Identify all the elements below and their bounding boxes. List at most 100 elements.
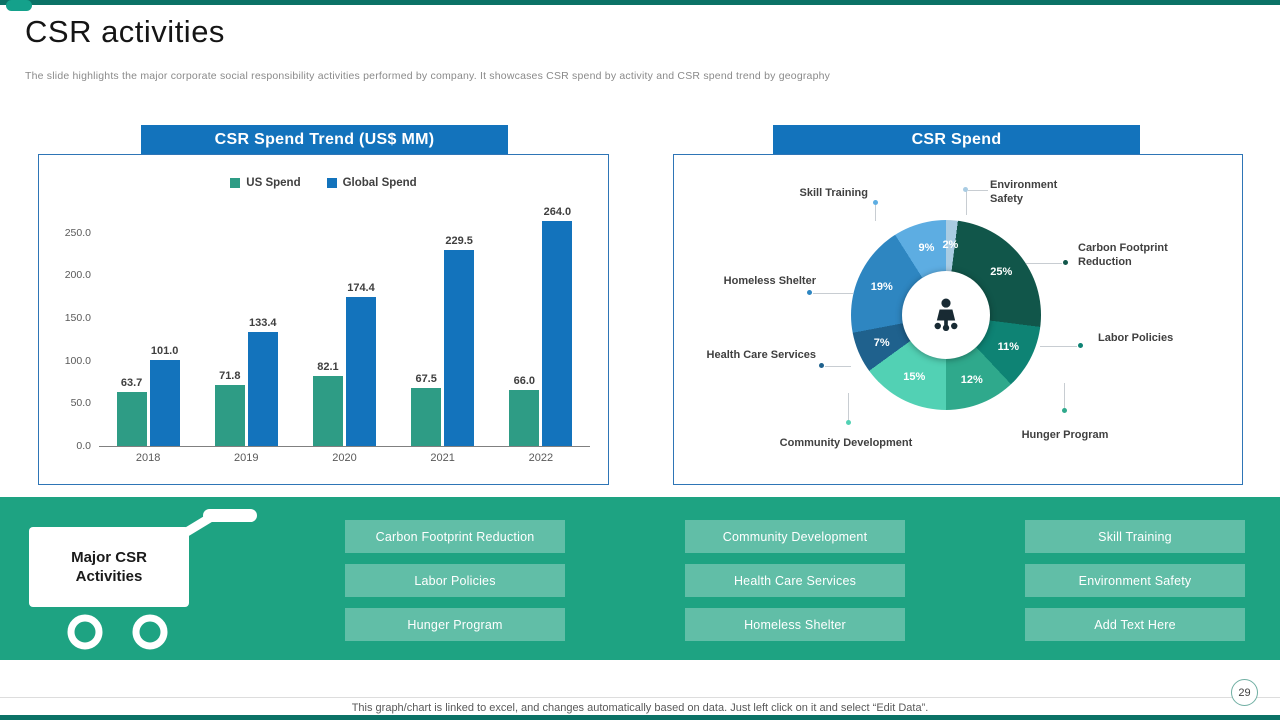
bar-value-label: 174.4 [347,282,375,295]
bar-chart-plot: 0.0 50.0 100.0 150.0 200.0 250.0 63.7 101.0 201… [65,206,590,464]
bar-chart-title-banner: CSR Spend Trend (US$ MM) [141,125,508,154]
activity-button-skill-training[interactable]: Skill Training [1025,520,1245,553]
x-axis-label: 2020 [332,452,357,464]
leader-line [825,366,851,367]
legend-item: US Spend [230,177,301,189]
csr-activity-column-3: Skill Training Environment Safety Add Te… [1025,520,1245,641]
leader-line [875,205,876,221]
donut-callout-hunger-program: Hunger Program [1021,429,1109,441]
major-csr-activities-band: Major CSR Activities Carbon Footprint Re… [0,497,1280,660]
leader-dot [1063,260,1068,265]
activity-button-environment-safety[interactable]: Environment Safety [1025,564,1245,597]
accent-pill [6,0,32,11]
y-tick-label: 250.0 [64,226,91,239]
donut-percentage-label: 19% [870,281,893,294]
activity-button-labor-policies[interactable]: Labor Policies [345,564,565,597]
bar-chart-panel[interactable]: US Spend Global Spend 0.0 50.0 100.0 150.0 20… [38,154,609,485]
y-tick-label: 50.0 [70,397,91,410]
donut-percentage-label: 25% [990,266,1013,279]
donut-callout-skill-training: Skill Training [799,187,868,199]
legend-swatch [230,178,241,188]
bar-group: 71.8 133.4 2019 [214,317,278,464]
shopping-cart-icon [29,509,257,650]
activity-button-health-care-services[interactable]: Health Care Services [685,564,905,597]
bar-global-spend[interactable]: 264.0 [542,206,573,446]
x-axis-label: 2022 [528,452,554,464]
bar-global-spend[interactable]: 133.4 [247,317,278,446]
y-tick-label: 0.0 [76,440,91,452]
leader-line [813,293,853,294]
page-number-badge: 29 [1231,679,1258,706]
leader-line [966,190,967,215]
donut-percentage-label: 9% [918,241,935,254]
leader-dot [1062,408,1067,413]
leader-dot [807,290,812,295]
donut-chart-title-banner: CSR Spend [773,125,1140,154]
major-csr-activities-label: Major CSR Activities [71,548,147,586]
chart-legend: US Spend Global Spend [39,177,608,189]
donut-callout-environment-safety: Environment Safety [990,179,1058,205]
leader-line [968,190,988,191]
leader-line [1026,263,1062,264]
legend-label: Global Spend [342,177,417,189]
bar-us-spend[interactable]: 66.0 [509,375,540,446]
bar-value-label: 67.5 [415,373,437,386]
bar-global-spend[interactable]: 229.5 [444,235,475,446]
donut-percentage-label: 2% [942,239,959,252]
top-accent-bar [0,0,1280,5]
bar-us-spend[interactable]: 71.8 [214,370,245,446]
activity-button-add-text-here[interactable]: Add Text Here [1025,608,1245,641]
donut-percentage-label: 12% [960,374,983,387]
leader-line [1064,383,1065,408]
bar-us-spend[interactable]: 63.7 [116,377,147,446]
bar-global-spend[interactable]: 174.4 [345,282,376,446]
csr-activity-column-2: Community Development Health Care Servic… [685,520,905,641]
x-axis-label: 2018 [135,452,161,464]
bar-group: 66.0 264.0 2022 [509,206,573,464]
meeting-icon [934,298,958,332]
page-subtitle: The slide highlights the major corporate… [25,70,831,82]
bar-value-label: 264.0 [543,205,572,218]
donut-percentage-label: 11% [997,340,1020,353]
activity-button-carbon-footprint-reduction[interactable]: Carbon Footprint Reduction [345,520,565,553]
bar-area: 63.7 101.0 2018 71.8 133.4 2019 82.1 174.4 2020 6… [99,206,590,464]
activity-button-community-development[interactable]: Community Development [685,520,905,553]
bar-value-label: 133.4 [249,317,277,330]
bar-us-spend[interactable]: 67.5 [411,373,442,446]
bar-value-label: 66.0 [513,374,536,387]
legend-label: US Spend [246,177,301,189]
donut-callout-homeless-shelter: Homeless Shelter [723,275,816,287]
donut-callout-labor-policies: Labor Policies [1098,332,1174,344]
footer-divider [0,697,1280,698]
bar-us-spend[interactable]: 82.1 [312,361,343,446]
footer-note: This graph/chart is linked to excel, and… [351,702,929,714]
bar-value-label: 229.5 [445,235,473,248]
activity-button-homeless-shelter[interactable]: Homeless Shelter [685,608,905,641]
donut-callout-carbon-footprint-reduction: Carbon Footprint Reduction [1078,242,1168,268]
activity-button-hunger-program[interactable]: Hunger Program [345,608,565,641]
legend-item: Global Spend [326,177,417,189]
y-tick-label: 200.0 [64,269,91,282]
bar-group: 67.5 229.5 2021 [411,235,475,464]
donut-chart-panel[interactable]: 2% 25% 11% 12% 15% 7% 19% 9% Skill Training Env… [673,154,1243,485]
donut-percentage-label: 15% [903,371,926,384]
bar-value-label: 101.0 [150,344,179,357]
donut-callout-community-development: Community Development [779,437,913,449]
y-tick-label: 150.0 [64,312,91,325]
bar-global-spend[interactable]: 101.0 [149,345,180,446]
bar-group: 63.7 101.0 2018 [116,345,180,464]
y-tick-label: 100.0 [64,354,91,367]
bar-value-label: 63.7 [120,376,143,389]
leader-dot [963,187,968,192]
x-axis-label: 2021 [430,452,455,464]
legend-swatch [326,178,337,188]
donut-chart[interactable]: 2% 25% 11% 12% 15% 7% 19% 9% [851,220,1041,410]
bar-group: 82.1 174.4 2020 [312,282,376,464]
shopping-cart-graphic: Major CSR Activities [25,507,265,657]
donut-percentage-label: 7% [873,336,890,349]
bar-value-label: 82.1 [317,360,339,373]
leader-dot [819,363,824,368]
donut-center [902,271,990,359]
bottom-accent-bar [0,715,1280,720]
leader-line [1040,346,1077,347]
